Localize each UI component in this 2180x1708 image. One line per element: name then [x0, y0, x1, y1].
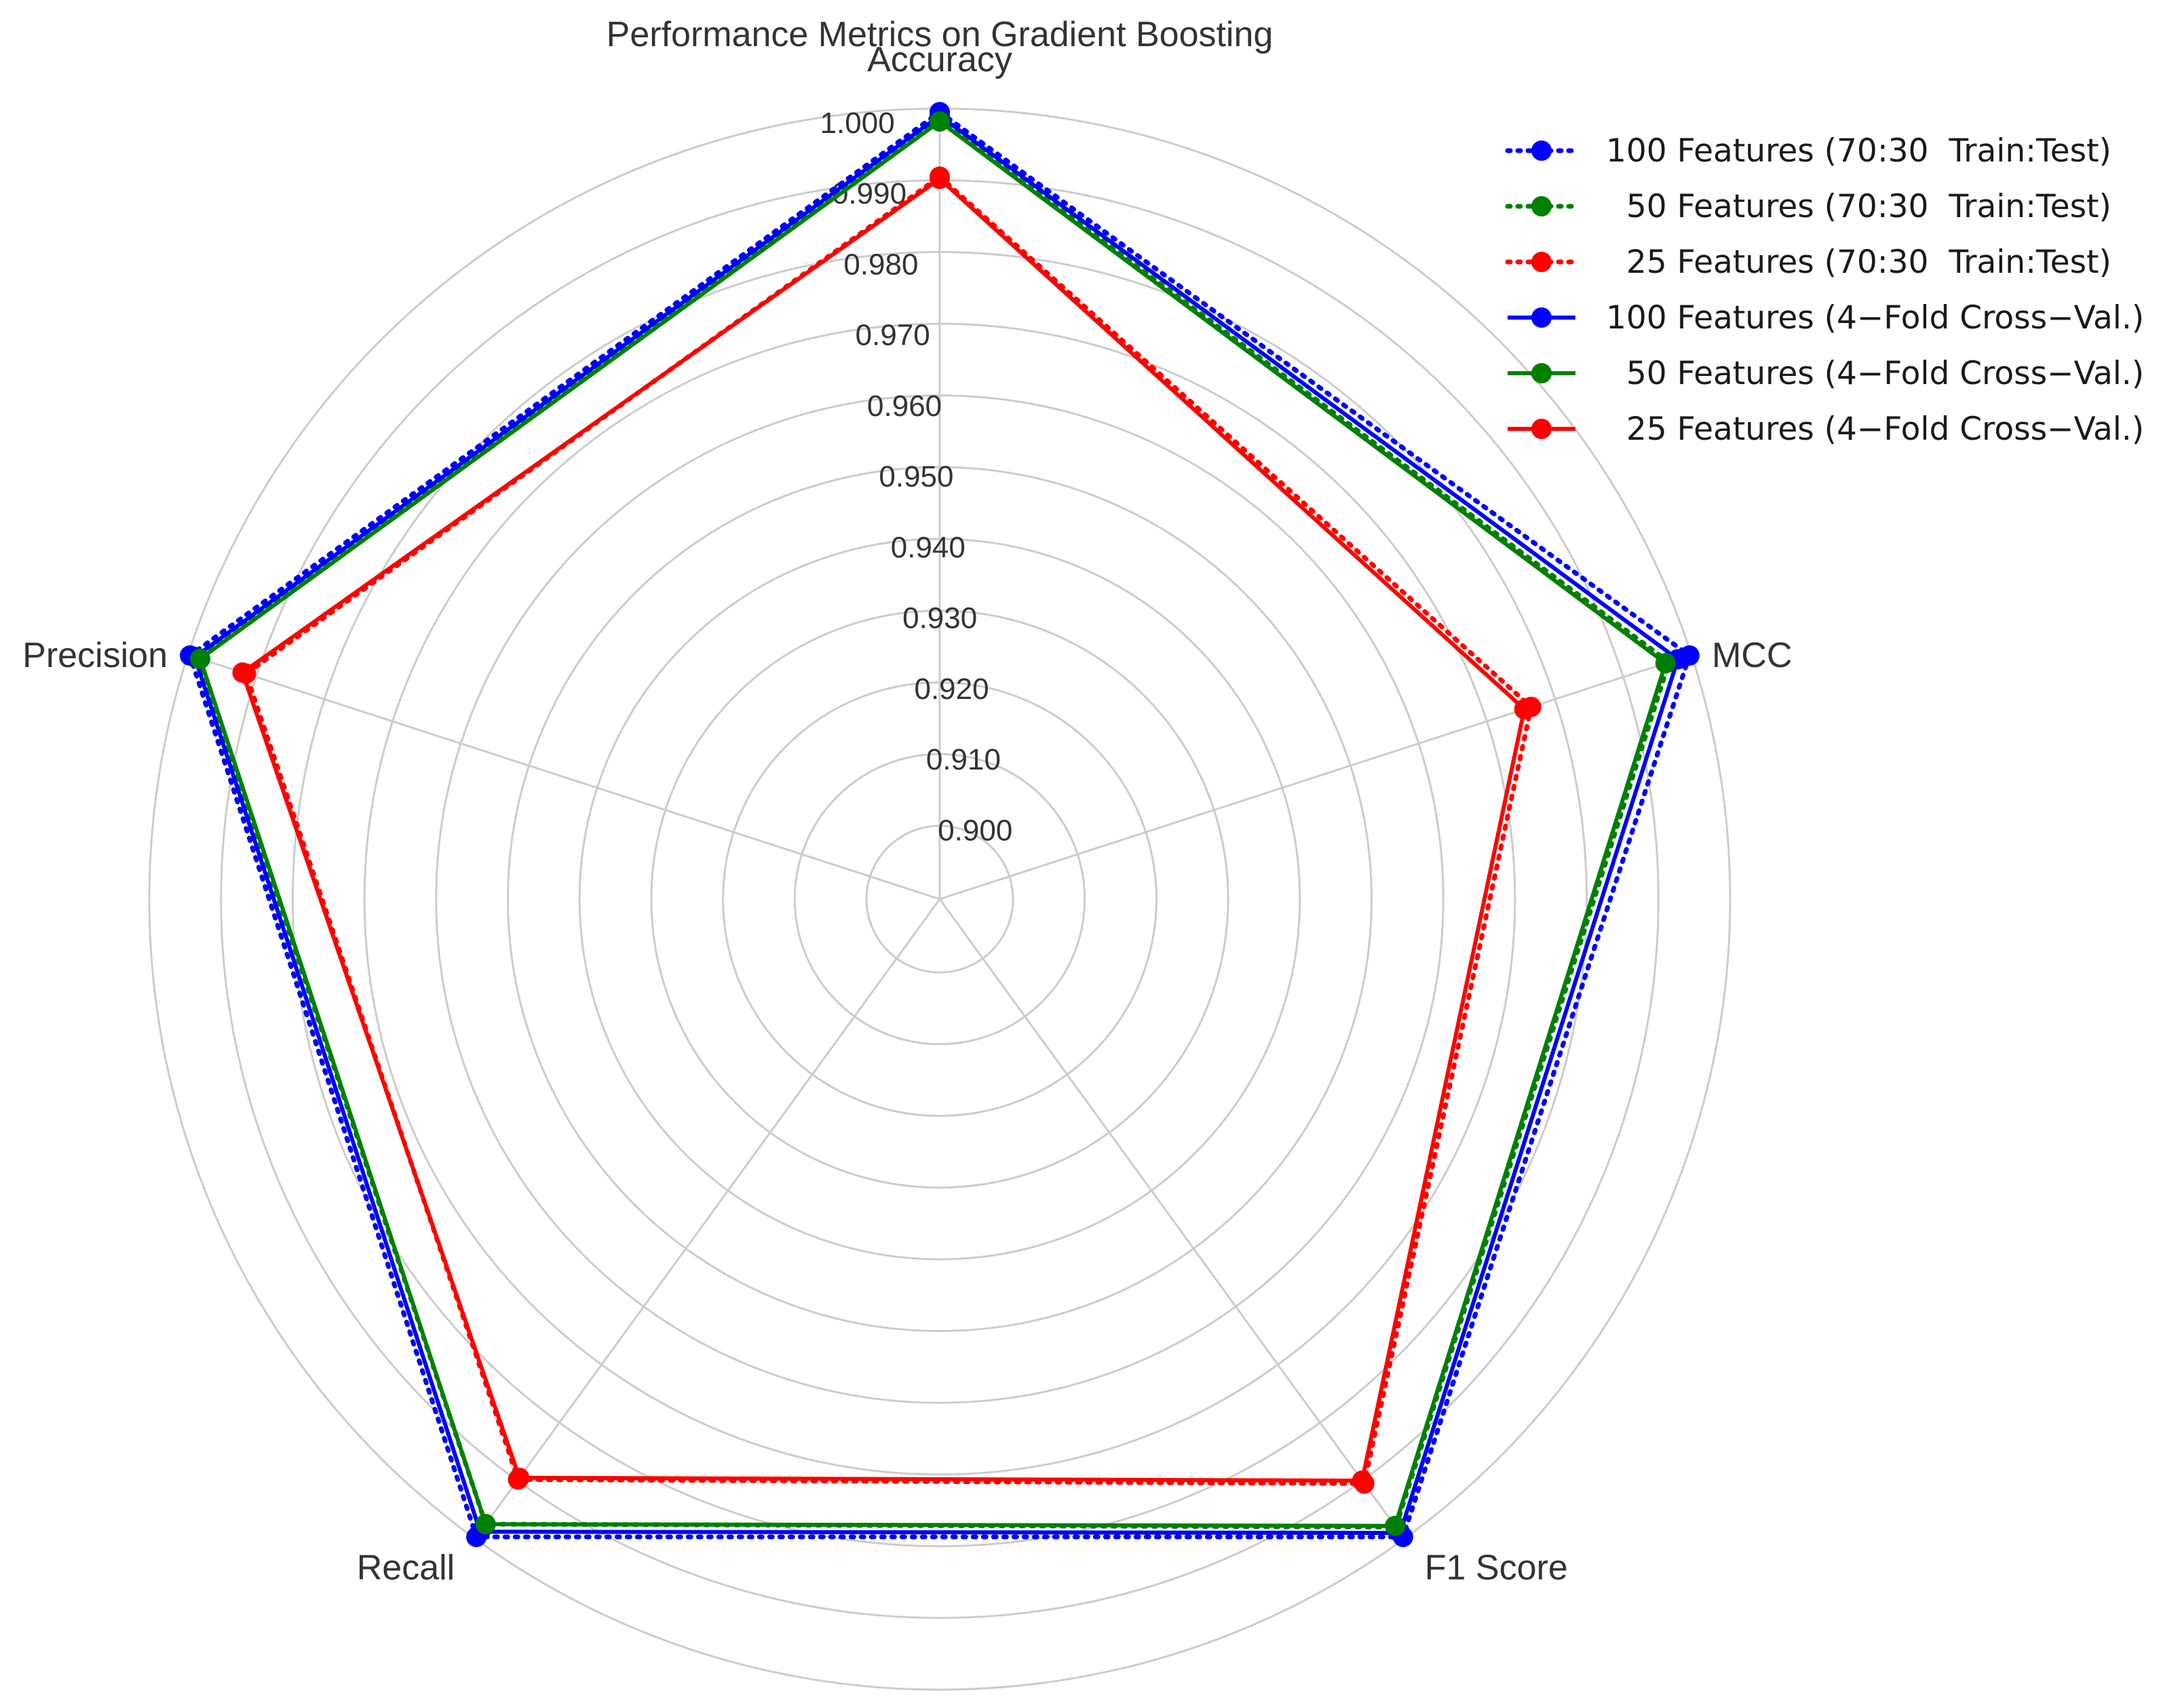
grid-spoke	[939, 653, 1692, 900]
legend-entry-1: 100 Features (70:30 Train:Test)	[1606, 132, 2111, 170]
series-line	[193, 113, 1680, 1535]
tick-label: 1.000	[820, 107, 895, 140]
axis-label-mcc: MCC	[1712, 636, 1792, 675]
series-3	[235, 166, 1542, 1494]
grid-spoke	[474, 898, 941, 1540]
polar-grid	[148, 107, 1732, 1691]
tick-label: 0.940	[891, 531, 965, 564]
axis-label-f1-score: F1 Score	[1425, 1549, 1568, 1588]
legend-marker	[1531, 307, 1552, 328]
series-point	[509, 1467, 530, 1488]
grid-spoke	[187, 653, 940, 900]
tick-label: 0.910	[926, 743, 1001, 776]
axis-label-precision: Precision	[22, 636, 168, 675]
data-series	[180, 102, 1700, 1547]
series-6	[232, 168, 1535, 1491]
series-point	[1514, 699, 1535, 720]
series-point	[190, 648, 211, 669]
series-point	[1352, 1470, 1373, 1491]
axis-label-accuracy: Accuracy	[867, 40, 1012, 79]
grid-spoke	[938, 898, 1405, 1540]
tick-label: 0.920	[914, 672, 989, 706]
legend-marker	[1531, 363, 1552, 383]
radial-tick-labels: 0.900 0.910 0.920 0.930 0.940 0.950 0.960 0.970…	[820, 107, 1013, 848]
axis-label-recall: Recall	[357, 1549, 455, 1588]
series-line	[244, 174, 1534, 1486]
legend-entry-4: 100 Features (4−Fold Cross−Val.)	[1606, 299, 2144, 337]
series-point	[1655, 653, 1676, 674]
series-point	[232, 662, 253, 683]
legend-entry-6: 25 Features (4−Fold Cross−Val.)	[1606, 411, 2144, 448]
series-point	[930, 168, 950, 189]
series-point	[930, 111, 950, 132]
legend-entry-3: 25 Features (70:30 Train:Test)	[1606, 244, 2111, 281]
legend-entry-5: 50 Features (4−Fold Cross−Val.)	[1606, 355, 2144, 392]
series-line	[198, 119, 1668, 1528]
series-point	[475, 1514, 496, 1535]
tick-label: 0.950	[879, 460, 953, 493]
tick-label: 0.970	[856, 319, 930, 352]
tick-label: 0.930	[902, 602, 977, 635]
legend-marker	[1531, 140, 1552, 161]
series-5	[190, 111, 1676, 1536]
series-point	[1385, 1515, 1406, 1536]
legend-marker	[1531, 196, 1552, 216]
chart-title: Performance Metrics on Gradient Boosting	[607, 15, 1274, 54]
series-4	[185, 105, 1688, 1543]
legend: 100 Features (70:30 Train:Test) 50 Featu…	[1505, 132, 2144, 448]
legend-marker	[1531, 419, 1552, 439]
tick-label: 0.980	[843, 248, 918, 281]
legend-entry-2: 50 Features (70:30 Train:Test)	[1606, 188, 2111, 225]
series-line	[187, 109, 1692, 1540]
tick-label: 0.960	[867, 390, 942, 423]
legend-marker	[1531, 252, 1552, 272]
series-line	[240, 176, 1527, 1483]
axis-labels: Accuracy MCC F1 Score Recall Precision	[22, 40, 1792, 1588]
tick-label: 0.900	[938, 814, 1012, 847]
